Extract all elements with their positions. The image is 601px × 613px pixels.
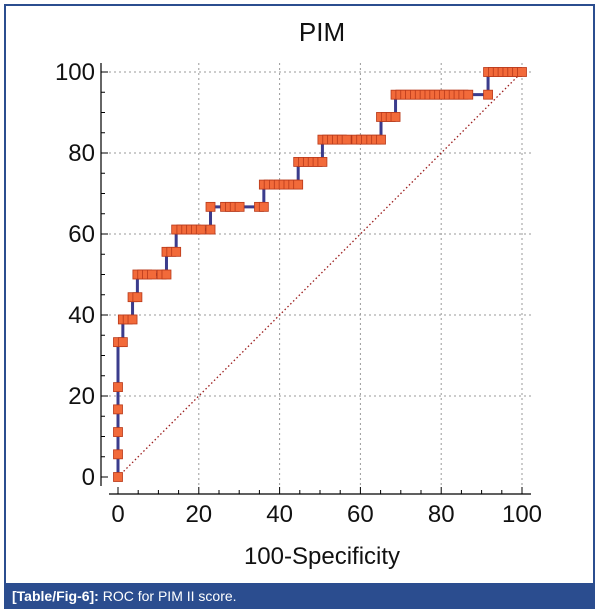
- roc-point: [117, 337, 128, 348]
- x-tick-label: 100: [502, 501, 542, 528]
- reference-diagonal: [117, 71, 523, 478]
- roc-chart: 0 20 40 60 80 100 0 20 40 60 80 100 PIM 100-Specifi…: [55, 17, 542, 570]
- y-tick-label: 20: [68, 383, 95, 410]
- x-tick-label: 60: [347, 501, 374, 528]
- roc-point: [113, 427, 123, 437]
- x-axis-title: 100-Specificity: [244, 543, 400, 570]
- x-tick-label: 40: [266, 501, 293, 528]
- roc-point: [341, 134, 352, 145]
- roc-point: [171, 246, 182, 257]
- roc-point: [127, 314, 138, 325]
- roc-point: [293, 179, 304, 190]
- roc-point: [463, 89, 474, 100]
- roc-point: [205, 201, 216, 212]
- chart-title: PIM: [299, 17, 345, 47]
- x-tick-label: 80: [428, 501, 455, 528]
- roc-point: [258, 201, 269, 212]
- roc-point: [517, 67, 527, 77]
- roc-point: [113, 404, 123, 415]
- roc-point: [113, 472, 123, 482]
- caption-text: ROC for PIM II score.: [102, 588, 237, 604]
- tick-labels: 0 20 40 60 80 100 0 20 40 60 80 100: [55, 59, 542, 528]
- figure-frame: 0 20 40 60 80 100 0 20 40 60 80 100 PIM 100-Specifi…: [4, 4, 595, 606]
- caption-label: [Table/Fig-6]:: [12, 588, 99, 604]
- roc-point: [390, 112, 401, 122]
- roc-point: [161, 269, 172, 280]
- axis-layer: [100, 63, 531, 495]
- roc-point: [483, 89, 493, 100]
- y-tick-label: 0: [82, 464, 95, 491]
- roc-point: [132, 292, 143, 303]
- y-tick-label: 40: [68, 302, 95, 329]
- x-tick-label: 20: [185, 501, 212, 528]
- roc-point: [234, 201, 245, 212]
- roc-point: [195, 224, 206, 235]
- x-tick-label: 0: [111, 501, 124, 528]
- roc-point: [147, 269, 157, 280]
- roc-point: [376, 134, 386, 145]
- y-tick-label: 80: [68, 140, 95, 167]
- roc-point: [113, 382, 123, 392]
- y-tick-label: 100: [55, 59, 95, 86]
- y-tick-label: 60: [68, 221, 95, 248]
- roc-curve-markers: [113, 67, 527, 482]
- roc-point: [113, 449, 123, 460]
- roc-point: [205, 224, 216, 235]
- roc-point: [317, 157, 328, 167]
- figure-caption: [Table/Fig-6]: ROC for PIM II score.: [4, 583, 595, 609]
